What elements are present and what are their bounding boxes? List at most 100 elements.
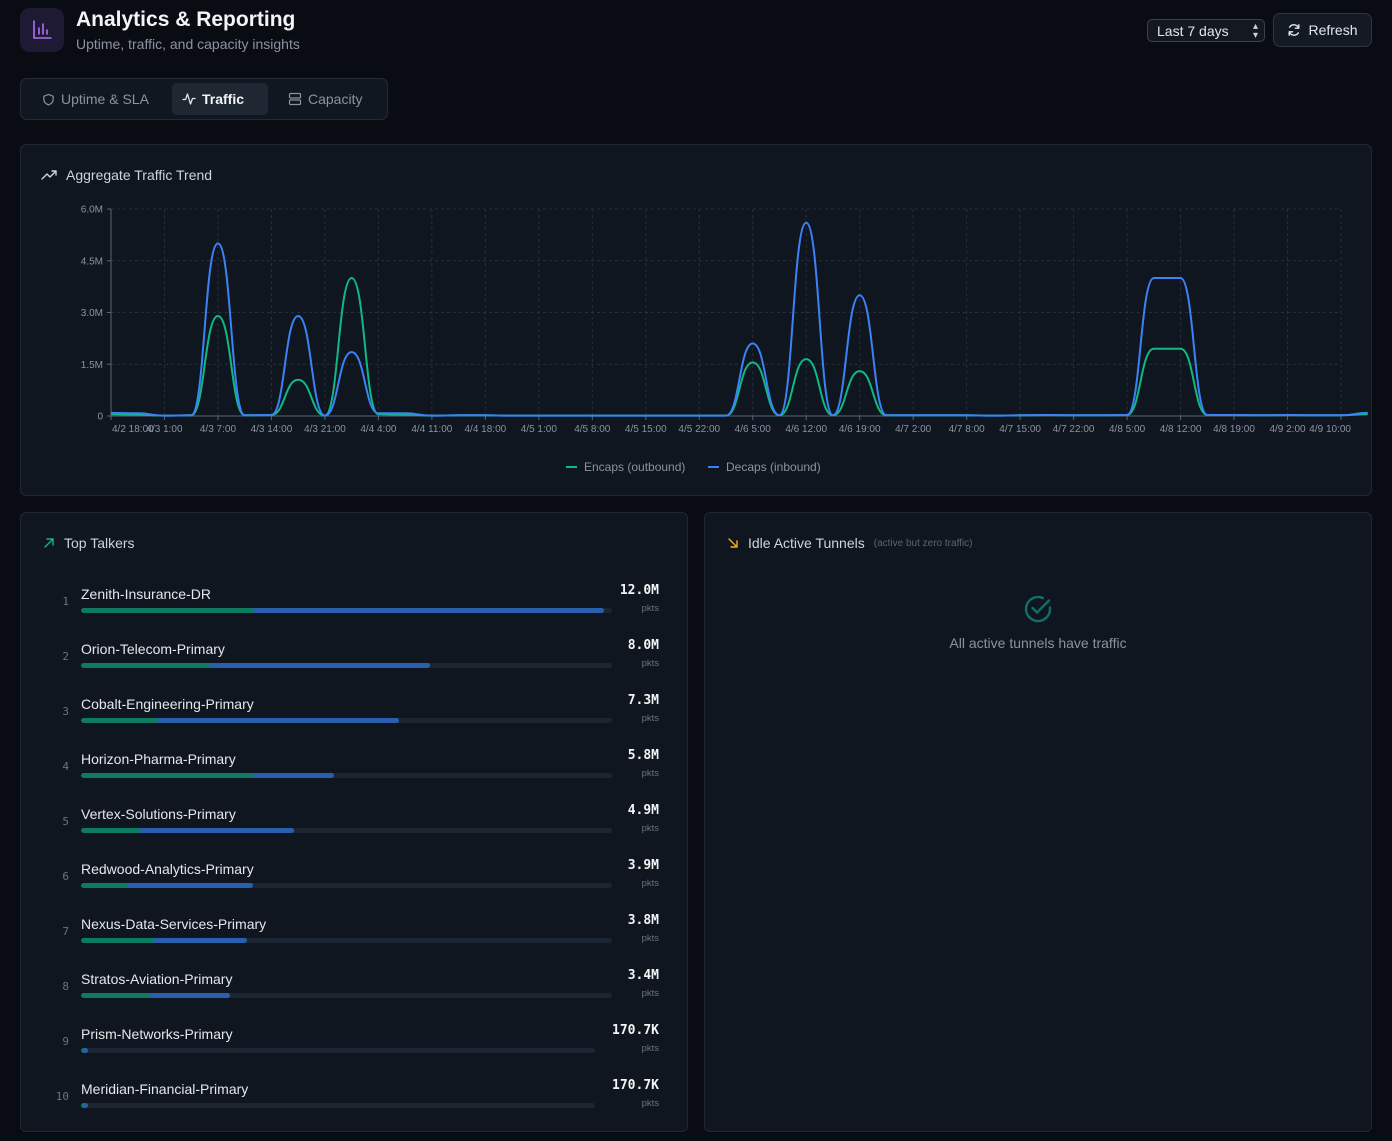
- x-tick-label: 4/6 12:00: [785, 424, 827, 435]
- page-subtitle: Uptime, traffic, and capacity insights: [76, 36, 300, 52]
- x-tick-label: 4/3 21:00: [304, 424, 346, 435]
- talker-bar-encaps: [81, 1048, 84, 1053]
- talker-rank: 2: [62, 650, 69, 663]
- x-tick-label: 4/7 2:00: [895, 424, 932, 435]
- x-tick-label: 4/7 15:00: [999, 424, 1041, 435]
- talker-bar-track: [81, 938, 612, 943]
- refresh-icon: [1288, 24, 1300, 36]
- talker-bar-decaps: [157, 718, 399, 723]
- talker-bar-fill: [81, 883, 254, 888]
- x-tick-label: 4/5 8:00: [574, 424, 611, 435]
- talker-row[interactable]: 4 Horizon-Pharma-Primary 5.8M pkts: [21, 743, 687, 798]
- talker-value: 3.4M: [627, 968, 659, 983]
- talker-bar-decaps: [127, 883, 254, 888]
- talker-row[interactable]: 5 Vertex-Solutions-Primary 4.9M pkts: [21, 798, 687, 853]
- talker-rank: 10: [55, 1090, 69, 1103]
- time-range-value: Last 7 days: [1157, 22, 1229, 39]
- talker-name: Redwood-Analytics-Primary: [81, 861, 254, 877]
- talker-unit: pkts: [641, 933, 659, 944]
- talker-bar-track: [81, 993, 612, 998]
- x-tick-label: 4/6 19:00: [839, 424, 881, 435]
- x-tick-label: 4/3 1:00: [146, 424, 183, 435]
- top-talkers-title: Top Talkers: [64, 535, 135, 551]
- talker-rank: 3: [62, 705, 69, 718]
- talker-rank: 9: [62, 1035, 69, 1048]
- talker-value: 170.7K: [612, 1023, 659, 1038]
- talker-bar-encaps: [81, 938, 155, 943]
- talker-rank: 4: [62, 760, 69, 773]
- talker-name: Horizon-Pharma-Primary: [81, 751, 236, 767]
- chevron-up-down-icon: ▴ ▾: [1252, 21, 1258, 41]
- talker-bar-fill: [81, 1048, 89, 1053]
- talker-bar-encaps: [81, 828, 139, 833]
- talker-row[interactable]: 1 Zenith-Insurance-DR 12.0M pkts: [21, 578, 687, 633]
- x-tick-label: 4/4 11:00: [411, 424, 452, 435]
- talker-name: Cobalt-Engineering-Primary: [81, 696, 254, 712]
- talker-bar-decaps: [253, 608, 604, 613]
- talker-row[interactable]: 10 Meridian-Financial-Primary 170.7K pkts: [21, 1073, 687, 1128]
- y-tick-label: 0: [97, 412, 103, 423]
- talker-bar-decaps: [83, 1048, 89, 1053]
- tab-bar: Uptime & SLA Traffic Capacity: [20, 78, 388, 120]
- x-tick-label: 4/3 14:00: [251, 424, 293, 435]
- talker-bar-encaps: [81, 718, 158, 723]
- talker-bar-fill: [81, 828, 295, 833]
- tab-capacity-label: Capacity: [308, 91, 363, 107]
- talker-name: Prism-Networks-Primary: [81, 1026, 233, 1042]
- refresh-button[interactable]: Refresh: [1273, 13, 1372, 47]
- talker-name: Vertex-Solutions-Primary: [81, 806, 236, 822]
- talker-row[interactable]: 8 Stratos-Aviation-Primary 3.4M pkts: [21, 963, 687, 1018]
- talker-bar-fill: [81, 663, 430, 668]
- talker-row[interactable]: 9 Prism-Networks-Primary 170.7K pkts: [21, 1018, 687, 1073]
- top-talkers-header: Top Talkers: [43, 535, 135, 551]
- traffic-trend-header: Aggregate Traffic Trend: [41, 167, 212, 183]
- talker-bar-decaps: [252, 773, 334, 778]
- idle-tunnels-title: Idle Active Tunnels: [748, 535, 865, 551]
- talker-row[interactable]: 6 Redwood-Analytics-Primary 3.9M pkts: [21, 853, 687, 908]
- x-tick-label: 4/3 7:00: [200, 424, 237, 435]
- talker-bar-encaps: [81, 883, 128, 888]
- talker-bar-track: [81, 773, 612, 778]
- talker-value: 170.7K: [612, 1078, 659, 1093]
- activity-icon: [182, 93, 196, 105]
- y-tick-label: 6.0M: [81, 205, 103, 216]
- tab-capacity[interactable]: Capacity: [278, 83, 383, 115]
- top-talkers-card: Top Talkers 1 Zenith-Insurance-DR 12.0M pkt…: [20, 512, 688, 1132]
- talker-value: 12.0M: [619, 583, 659, 598]
- x-tick-label: 4/5 1:00: [521, 424, 558, 435]
- talker-row[interactable]: 3 Cobalt-Engineering-Primary 7.3M pkts: [21, 688, 687, 743]
- talker-bar-fill: [81, 993, 230, 998]
- talker-bar-track: [81, 1048, 595, 1053]
- tab-uptime-sla[interactable]: Uptime & SLA: [32, 83, 173, 115]
- y-tick-label: 4.5M: [81, 256, 103, 267]
- x-tick-label: 4/8 19:00: [1213, 424, 1255, 435]
- talker-bar-fill: [81, 938, 248, 943]
- traffic-trend-chart: 0 1.5M 3.0M 4.5M 6.0M 4/2 18:004/3 1:00 4/3 7:…: [81, 205, 1368, 474]
- talker-bar-fill: [81, 718, 399, 723]
- tab-traffic[interactable]: Traffic: [172, 83, 268, 115]
- talker-row[interactable]: 7 Nexus-Data-Services-Primary 3.8M pkts: [21, 908, 687, 963]
- talker-rank: 1: [62, 595, 69, 608]
- talker-bar-encaps: [81, 608, 254, 613]
- talker-unit: pkts: [641, 658, 659, 669]
- talker-rank: 8: [62, 980, 69, 993]
- talker-value: 5.8M: [627, 748, 659, 763]
- talker-bar-decaps: [83, 1103, 89, 1108]
- talker-row[interactable]: 2 Orion-Telecom-Primary 8.0M pkts: [21, 633, 687, 688]
- talker-bar-track: [81, 883, 612, 888]
- talker-unit: pkts: [641, 823, 659, 834]
- x-tick-label: 4/9 10:00: [1309, 424, 1351, 435]
- time-range-select[interactable]: Last 7 days ▴ ▾: [1147, 19, 1265, 42]
- talker-unit: pkts: [641, 1098, 659, 1109]
- talker-bar-fill: [81, 773, 334, 778]
- talker-bar-fill: [81, 1103, 89, 1108]
- talker-unit: pkts: [641, 603, 659, 614]
- talker-name: Zenith-Insurance-DR: [81, 586, 211, 602]
- x-tick-label: 4/6 5:00: [735, 424, 772, 435]
- talker-bar-decaps: [210, 663, 430, 668]
- talker-bar-fill: [81, 608, 604, 613]
- x-tick-label: 4/7 8:00: [949, 424, 986, 435]
- tab-uptime-sla-label: Uptime & SLA: [61, 91, 149, 107]
- traffic-trend-title: Aggregate Traffic Trend: [66, 167, 213, 183]
- talker-name: Stratos-Aviation-Primary: [81, 971, 233, 987]
